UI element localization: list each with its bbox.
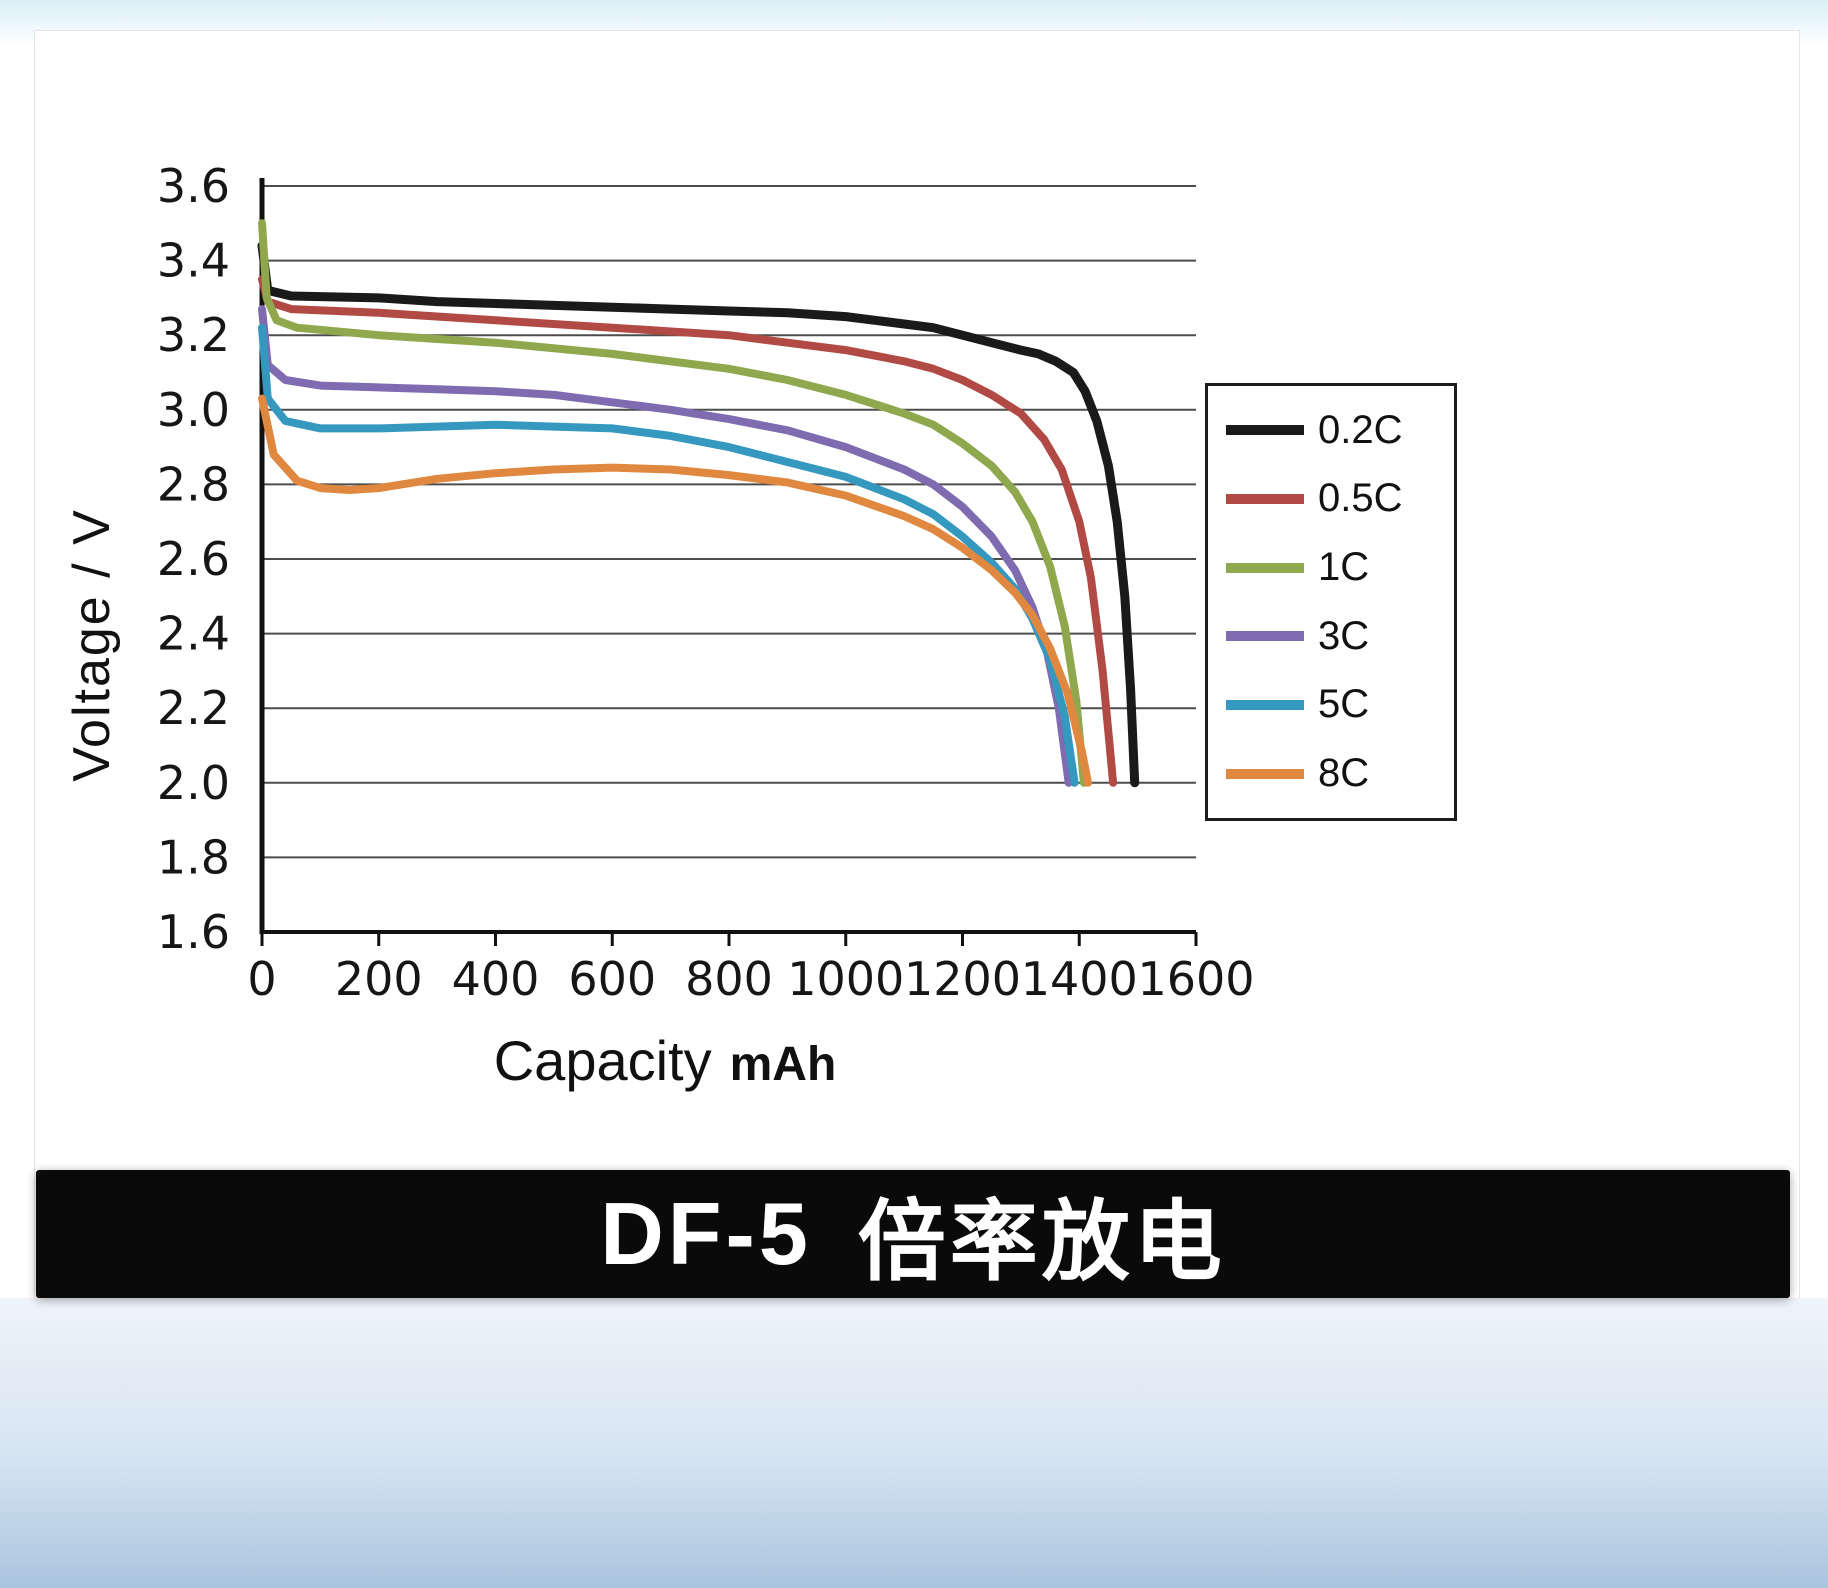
x-tick-label-400: 400 xyxy=(452,952,540,1006)
y-tick-label-3.4: 3.4 xyxy=(157,234,230,288)
y-tick-label-3.6: 3.6 xyxy=(157,159,230,213)
series-line-0.5C xyxy=(258,275,1118,787)
legend-swatch-1C xyxy=(1226,562,1304,573)
x-tick-label-0: 0 xyxy=(247,952,276,1006)
title-bar: DF-5 倍率放电 xyxy=(36,1170,1790,1298)
x-tick-label-1400: 1400 xyxy=(1021,952,1138,1006)
y-tick-label-1.6: 1.6 xyxy=(157,905,230,959)
legend-item-5C: 5C xyxy=(1226,682,1436,727)
legend-item-1C: 1C xyxy=(1226,545,1436,590)
series-line-3C xyxy=(258,305,1073,787)
x-tick-label-800: 800 xyxy=(685,952,773,1006)
y-tick-label-2: 2.0 xyxy=(157,756,230,810)
x-tick-label-600: 600 xyxy=(568,952,656,1006)
x-tick-label-1200: 1200 xyxy=(904,952,1021,1006)
series-line-8C xyxy=(258,394,1092,787)
y-tick-label-1.8: 1.8 xyxy=(157,830,230,884)
legend-label-3C: 3C xyxy=(1318,613,1370,658)
legend-swatch-0.5C xyxy=(1226,493,1304,504)
series-line-0.2C xyxy=(257,241,1140,788)
y-tick-label-2.4: 2.4 xyxy=(157,607,230,661)
legend-item-0.2C: 0.2C xyxy=(1226,408,1436,453)
legend-label-0.2C: 0.2C xyxy=(1318,407,1403,452)
title-text: 倍率放电 xyxy=(857,1191,1226,1291)
x-tick-label-200: 200 xyxy=(335,952,423,1006)
x-tick-label-1000: 1000 xyxy=(787,952,904,1006)
legend-label-1C: 1C xyxy=(1318,545,1370,590)
title-model: DF-5 xyxy=(600,1184,812,1283)
series-line-5C xyxy=(258,323,1079,787)
y-axis-label: Voltage / V xyxy=(63,508,121,782)
y-tick-label-3.2: 3.2 xyxy=(157,308,230,362)
legend: 0.2C 0.5C 1C 3C 5C 8C xyxy=(1205,383,1457,821)
x-tick-label-1600: 1600 xyxy=(1137,952,1254,1006)
x-axis-label-main: Capacity xyxy=(493,1029,712,1092)
series-line-1C xyxy=(258,219,1088,787)
y-tick-label-2.2: 2.2 xyxy=(157,681,230,735)
legend-label-0.5C: 0.5C xyxy=(1318,476,1403,521)
legend-item-0.5C: 0.5C xyxy=(1226,476,1436,521)
x-axis-label: Capacity mAh xyxy=(494,1028,837,1093)
legend-swatch-3C xyxy=(1226,631,1304,642)
legend-swatch-0.2C xyxy=(1226,425,1304,436)
y-tick-label-3: 3.0 xyxy=(157,383,230,437)
legend-swatch-8C xyxy=(1226,768,1304,779)
legend-label-5C: 5C xyxy=(1318,682,1370,727)
y-tick-label-2.8: 2.8 xyxy=(157,457,230,511)
legend-label-8C: 8C xyxy=(1318,751,1370,796)
x-axis-label-unit: mAh xyxy=(729,1038,837,1091)
legend-swatch-5C xyxy=(1226,699,1304,710)
legend-item-3C: 3C xyxy=(1226,614,1436,659)
legend-item-8C: 8C xyxy=(1226,751,1436,796)
bottom-gradient-strip xyxy=(0,1298,1828,1588)
y-tick-label-2.6: 2.6 xyxy=(157,532,230,586)
